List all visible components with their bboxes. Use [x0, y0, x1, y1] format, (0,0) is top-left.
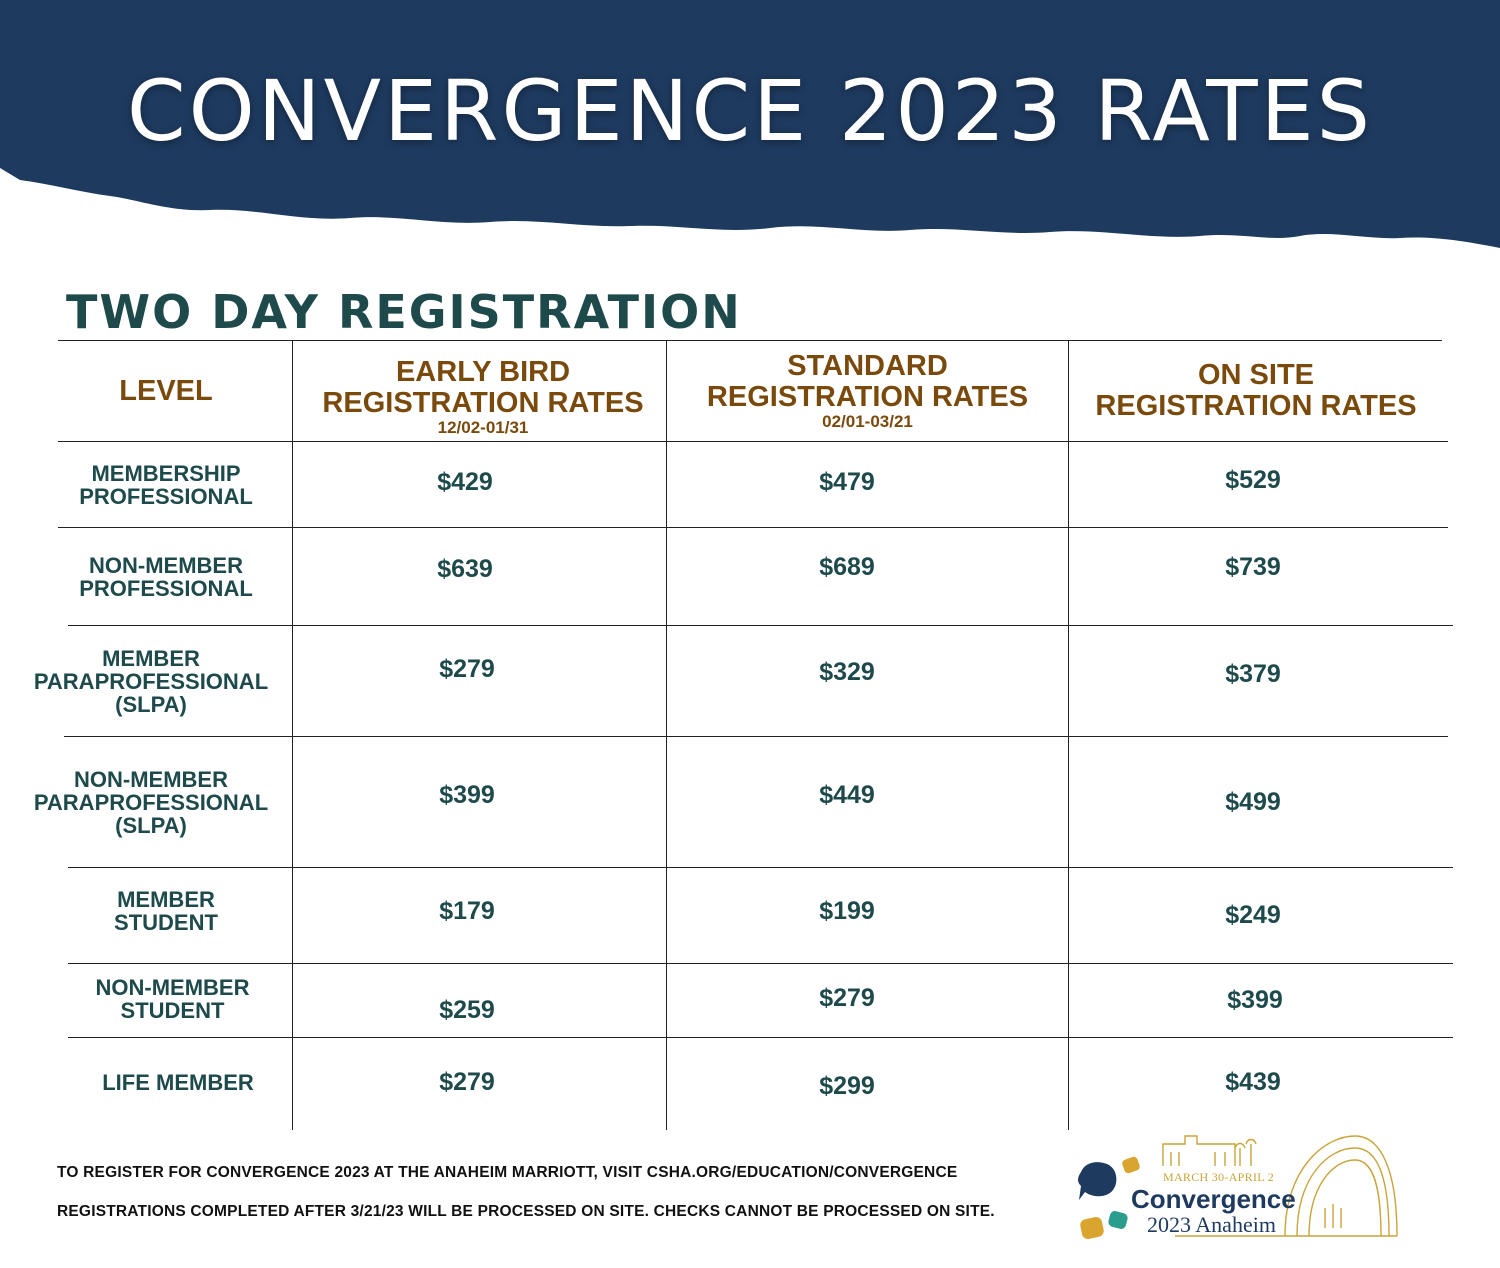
standard-price: $299 [819, 1071, 875, 1100]
level-label: NON-MEMBER PARAPROFESSIONAL (SLPA) [33, 766, 269, 838]
early-bird-price: $639 [437, 554, 493, 583]
price-cell: $639 [300, 547, 630, 591]
early-bird-price: $179 [439, 896, 495, 925]
price-cell: $479 [682, 460, 1012, 504]
early-bird-price: $279 [439, 1067, 495, 1096]
column-header-label: ON SITE REGISTRATION RATES [1095, 359, 1417, 422]
table-rule-top [58, 340, 1442, 341]
column-header-label: EARLY BIRD REGISTRATION RATES [322, 356, 644, 419]
price-cell: $299 [682, 1064, 1012, 1108]
standard-price: $449 [819, 780, 875, 809]
price-cell: $279 [302, 1060, 632, 1104]
table-rule [68, 1037, 1453, 1038]
price-cell: $249 [1088, 893, 1418, 937]
standard-price: $329 [819, 657, 875, 686]
level-label: LIFE MEMBER [102, 1069, 254, 1095]
level-label: NON-MEMBER PROFESSIONAL [79, 552, 253, 601]
price-cell: $199 [682, 889, 1012, 933]
on-site-price: $739 [1225, 552, 1281, 581]
table-row: LIFE MEMBER [58, 1060, 298, 1104]
table-rule [64, 736, 1448, 737]
level-label: NON-MEMBER STUDENT [95, 974, 250, 1023]
logo-name: Convergence [1131, 1184, 1296, 1214]
price-cell: $259 [302, 988, 632, 1032]
price-cell: $329 [682, 650, 1012, 694]
table-row: MEMBER STUDENT [40, 868, 292, 963]
table-row: MEMBERSHIP PROFESSIONAL [40, 442, 292, 527]
price-cell: $529 [1088, 458, 1418, 502]
table-rule [68, 867, 1453, 868]
table-column-divider [666, 340, 667, 1130]
on-site-price: $529 [1225, 465, 1281, 494]
early-bird-price: $259 [439, 995, 495, 1024]
early-bird-price: $279 [439, 654, 495, 683]
registration-instructions: TO REGISTER FOR CONVERGENCE 2023 AT THE … [57, 1164, 958, 1181]
price-cell: $279 [682, 976, 1012, 1020]
column-header-dates: 02/01-03/21 [822, 412, 913, 431]
column-header-dates: 12/02-01/31 [437, 418, 529, 437]
level-label: MEMBERSHIP PROFESSIONAL [79, 460, 253, 509]
price-cell: $499 [1088, 780, 1418, 824]
early-bird-price: $429 [437, 467, 493, 496]
on-site-price: $439 [1225, 1067, 1281, 1096]
logo-dates: MARCH 30-APRIL 2 [1163, 1170, 1275, 1184]
table-rule [68, 625, 1453, 626]
convergence-logo: MARCH 30-APRIL 2 Convergence 2023 Anahei… [1075, 1128, 1405, 1246]
table-rule [58, 527, 1448, 528]
table-column-divider [292, 340, 293, 1130]
price-cell: $399 [1090, 978, 1420, 1022]
price-cell: $429 [300, 460, 630, 504]
table-row: NON-MEMBER PARAPROFESSIONAL (SLPA) [10, 737, 292, 867]
table-rule [58, 441, 1448, 442]
on-site-price: $379 [1225, 659, 1281, 688]
price-cell: $279 [302, 647, 632, 691]
on-site-price: $399 [1227, 985, 1283, 1014]
column-header-label: LEVEL [119, 374, 213, 407]
price-cell: $399 [302, 773, 632, 817]
price-cell: $179 [302, 889, 632, 933]
standard-price: $279 [819, 983, 875, 1012]
column-header-standard: STANDARD REGISTRATION RATES 02/01-03/21 [667, 351, 1068, 441]
on-site-price: $499 [1225, 787, 1281, 816]
standard-price: $689 [819, 552, 875, 581]
price-cell: $449 [682, 773, 1012, 817]
standard-price: $199 [819, 896, 875, 925]
price-cell: $739 [1088, 545, 1418, 589]
table-row: NON-MEMBER PROFESSIONAL [40, 528, 292, 625]
table-rule [68, 963, 1453, 964]
column-header-label: STANDARD REGISTRATION RATES [706, 350, 1029, 413]
price-cell: $689 [682, 545, 1012, 589]
level-label: MEMBER STUDENT [114, 886, 218, 935]
level-label: MEMBER PARAPROFESSIONAL (SLPA) [33, 645, 269, 717]
price-cell: $379 [1088, 652, 1418, 696]
section-title: TWO DAY REGISTRATION [66, 285, 742, 339]
page-title: CONVERGENCE 2023 RATES [126, 62, 1374, 160]
convergence-logo-artwork [1078, 1135, 1398, 1239]
column-header-on-site: ON SITE REGISTRATION RATES [1069, 341, 1443, 441]
header-banner: CONVERGENCE 2023 RATES [0, 0, 1500, 260]
processing-notice: REGISTRATIONS COMPLETED AFTER 3/21/23 WI… [57, 1203, 995, 1220]
logo-subtitle: 2023 Anaheim [1147, 1212, 1276, 1237]
standard-price: $479 [819, 467, 875, 496]
price-cell: $439 [1088, 1060, 1418, 1104]
table-row: MEMBER PARAPROFESSIONAL (SLPA) [10, 626, 292, 736]
column-header-early-bird: EARLY BIRD REGISTRATION RATES 12/02-01/3… [300, 357, 666, 443]
on-site-price: $249 [1225, 900, 1281, 929]
table-row: NON-MEMBER STUDENT [50, 964, 295, 1037]
early-bird-price: $399 [439, 780, 495, 809]
column-header-level: LEVEL [40, 341, 292, 441]
brushstroke-banner-shape [0, 0, 1500, 248]
table-column-divider [1068, 340, 1069, 1130]
